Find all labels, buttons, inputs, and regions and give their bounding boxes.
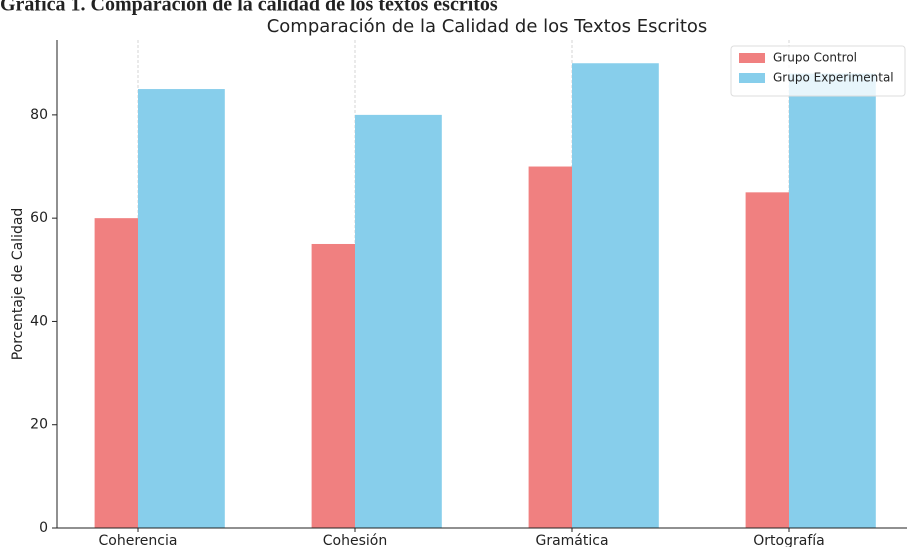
legend-label: Grupo Experimental [773,71,894,85]
bar [355,114,442,529]
y-tick-label: 60 [30,210,48,226]
chart-title: Comparación de la Calidad de los Textos … [267,16,708,37]
bar [572,63,659,528]
y-axis-label: Porcentaje de Calidad [10,208,26,361]
bar [745,192,789,528]
legend-swatch [739,73,765,83]
x-tick-label: Gramática [535,533,608,547]
x-tick-label: Ortografía [753,533,824,547]
y-tick-label: 20 [30,417,48,433]
caption: Gráfica 1. Comparación de la calidad de … [0,0,498,16]
legend-label: Grupo Control [773,51,857,65]
y-tick-label: 0 [39,520,48,536]
bar [789,73,876,529]
y-tick-label: 40 [30,313,48,329]
x-tick-label: Cohesión [323,533,387,547]
y-tick-label: 80 [30,107,48,123]
bar [311,243,355,529]
bar [94,218,138,528]
legend-box [730,45,906,97]
x-tick-label: Coherencia [99,533,178,547]
legend-swatch [739,53,765,63]
bar [138,89,225,529]
bar [528,166,572,528]
